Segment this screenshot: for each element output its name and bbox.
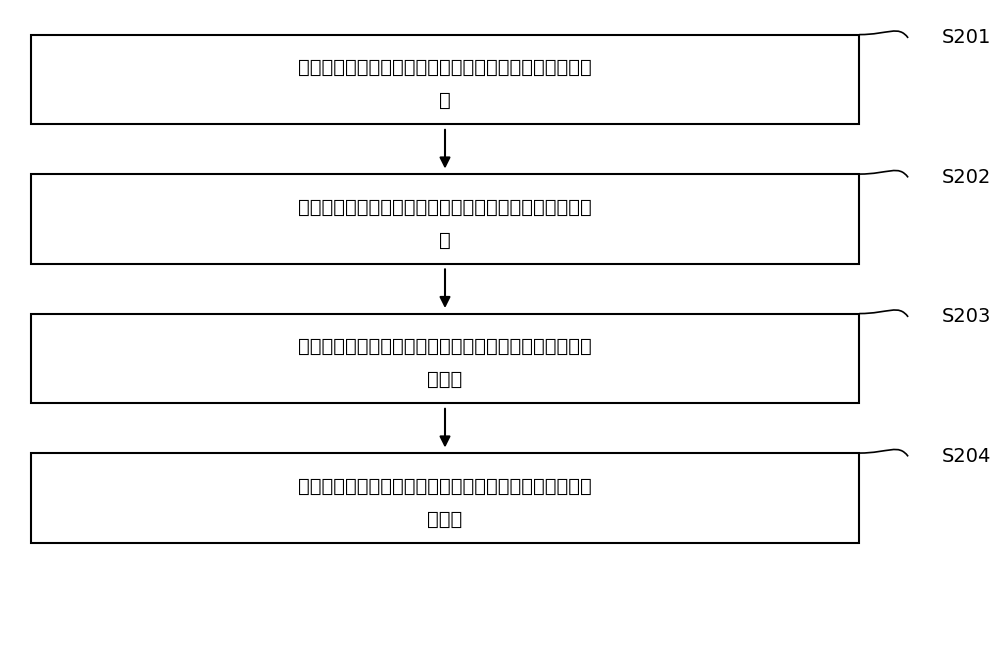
Text: S202: S202 xyxy=(942,168,992,187)
Text: 度范围: 度范围 xyxy=(427,370,463,389)
Text: 根据预处理后的电警数据确定出行路径上各路段的行程时: 根据预处理后的电警数据确定出行路径上各路段的行程时 xyxy=(298,58,592,77)
Text: 间: 间 xyxy=(439,231,451,249)
Text: 行归类: 行归类 xyxy=(427,510,463,529)
FancyBboxPatch shape xyxy=(31,174,859,263)
Text: S201: S201 xyxy=(942,29,992,47)
Text: 间: 间 xyxy=(439,91,451,110)
Text: S203: S203 xyxy=(942,307,992,326)
FancyBboxPatch shape xyxy=(31,313,859,404)
Text: 根据出行路径上各路段的行程时间确定出行路径的行程时: 根据出行路径上各路段的行程时间确定出行路径的行程时 xyxy=(298,197,592,217)
Text: 根据出行路径的行程时间确定车辆在出行路径上的行驶速: 根据出行路径的行程时间确定车辆在出行路径上的行驶速 xyxy=(298,337,592,356)
Text: 根据车辆的行驶速度和行驶速度范围将车辆的出行路径进: 根据车辆的行驶速度和行驶速度范围将车辆的出行路径进 xyxy=(298,476,592,496)
FancyBboxPatch shape xyxy=(31,453,859,543)
Text: S204: S204 xyxy=(942,447,992,466)
FancyBboxPatch shape xyxy=(31,35,859,124)
